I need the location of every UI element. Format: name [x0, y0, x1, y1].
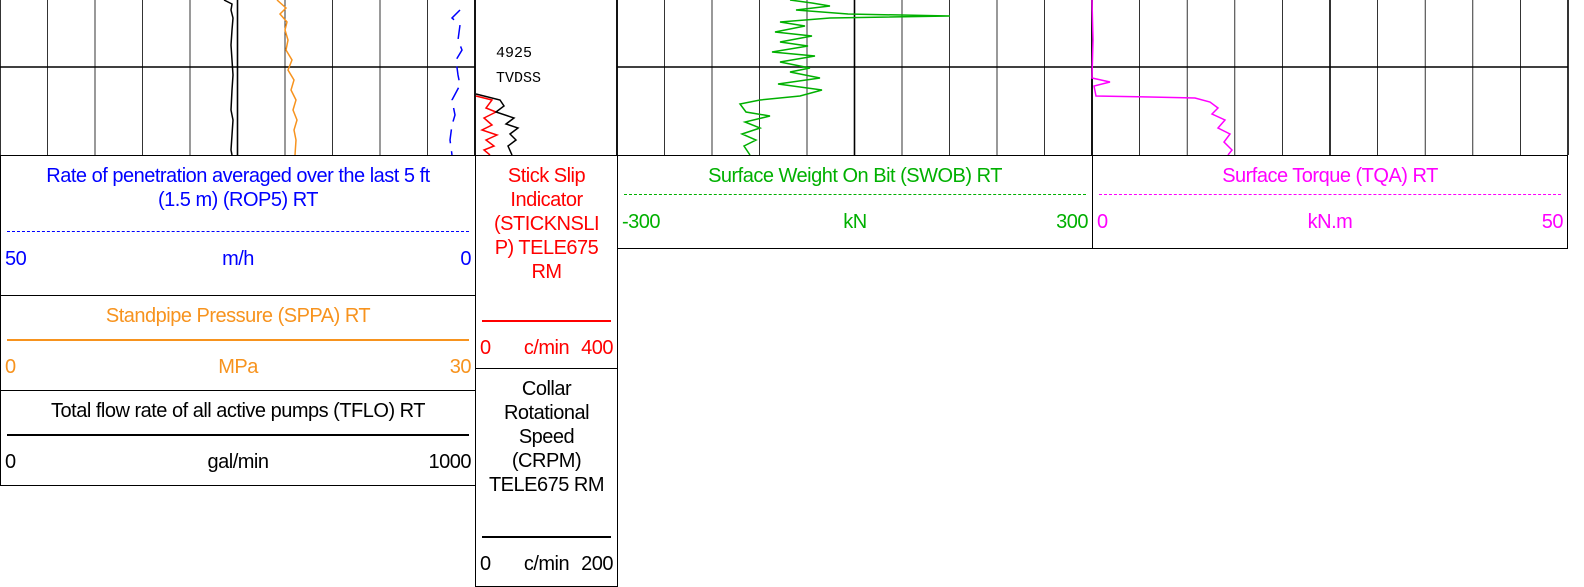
scale-left: 0	[5, 451, 16, 473]
scale-left: -300	[622, 211, 661, 233]
curve-title: Stick Slip	[507, 165, 586, 187]
curve-title: TELE675 RM	[488, 474, 605, 496]
curve-line	[624, 194, 1086, 195]
curve-line	[7, 434, 469, 436]
scale-unit: kN.m	[1307, 211, 1353, 233]
tqa-header: Surface Torque (TQA) RT 0 kN.m 50	[1092, 155, 1568, 249]
sppa-header: Standpipe Pressure (SPPA) RT 0 MPa 30	[0, 295, 476, 391]
scale-unit: c/min	[523, 337, 570, 359]
scale-right: 200	[581, 553, 613, 575]
curve-title: Rate of penetration averaged over the la…	[46, 165, 430, 187]
curve-title: Total flow rate of all active pumps (TFL…	[51, 400, 425, 422]
scale-left: 0	[1097, 211, 1108, 233]
curve-title: Surface Weight On Bit (SWOB) RT	[708, 165, 1002, 187]
curve-title: P) TELE675	[494, 237, 599, 259]
scale-left: 0	[480, 553, 491, 575]
scale-unit: m/h	[222, 248, 254, 270]
curve-title: Rotational	[503, 402, 590, 424]
scale-right: 300	[1056, 211, 1088, 233]
grid	[0, 0, 1569, 155]
curve-title: Speed	[518, 426, 575, 448]
scale-right: 400	[581, 337, 613, 359]
swob-header: Surface Weight On Bit (SWOB) RT -300 kN 300	[617, 155, 1093, 249]
curve-line	[7, 339, 469, 341]
swob-curve	[738, 0, 951, 155]
sppa-curve	[276, 0, 298, 155]
depth-value: 4925	[496, 45, 533, 62]
crpm-header: Collar Rotational Speed (CRPM) TELE675 RM 0 c/…	[475, 368, 618, 587]
curve-title: (STICKNSLI	[493, 213, 600, 235]
tflo-curve	[223, 0, 234, 155]
scale-right: 50	[1541, 211, 1564, 233]
stickslip-curve	[475, 95, 500, 155]
stickslip-header: Stick Slip Indicator (STICKNSLI P) TELE675 R…	[475, 155, 618, 369]
curve-title: Collar	[521, 378, 572, 400]
scale-unit: kN	[843, 211, 867, 233]
crpm-curve	[475, 93, 520, 155]
rop-header: Rate of penetration averaged over the la…	[0, 155, 476, 296]
scale-left: 0	[480, 337, 491, 359]
curve-line	[7, 231, 469, 232]
scale-right: 0	[460, 248, 471, 270]
curve-line	[1099, 194, 1561, 195]
curve-title: Surface Torque (TQA) RT	[1222, 165, 1438, 187]
curve-line	[482, 320, 611, 322]
curve-title: (CRPM)	[511, 450, 582, 472]
depth-reference: TVDSS	[496, 70, 542, 87]
tqa-curve	[1091, 0, 1234, 155]
scale-left: 0	[5, 356, 16, 378]
scale-left: 50	[5, 248, 27, 270]
rop-curve	[449, 9, 463, 155]
tflo-header: Total flow rate of all active pumps (TFL…	[0, 390, 476, 486]
curve-title: Standpipe Pressure (SPPA) RT	[105, 305, 371, 327]
scale-right: 30	[449, 356, 472, 378]
curve-title: Indicator	[510, 189, 583, 211]
scale-unit: c/min	[523, 553, 570, 575]
scale-right: 1000	[428, 451, 472, 473]
curve-title: (1.5 m) (ROP5) RT	[157, 189, 319, 211]
log-tracks	[0, 0, 1569, 155]
curve-line	[482, 536, 611, 538]
scale-unit: MPa	[218, 356, 258, 378]
scale-unit: gal/min	[207, 451, 269, 473]
curve-title: RM	[531, 261, 562, 283]
